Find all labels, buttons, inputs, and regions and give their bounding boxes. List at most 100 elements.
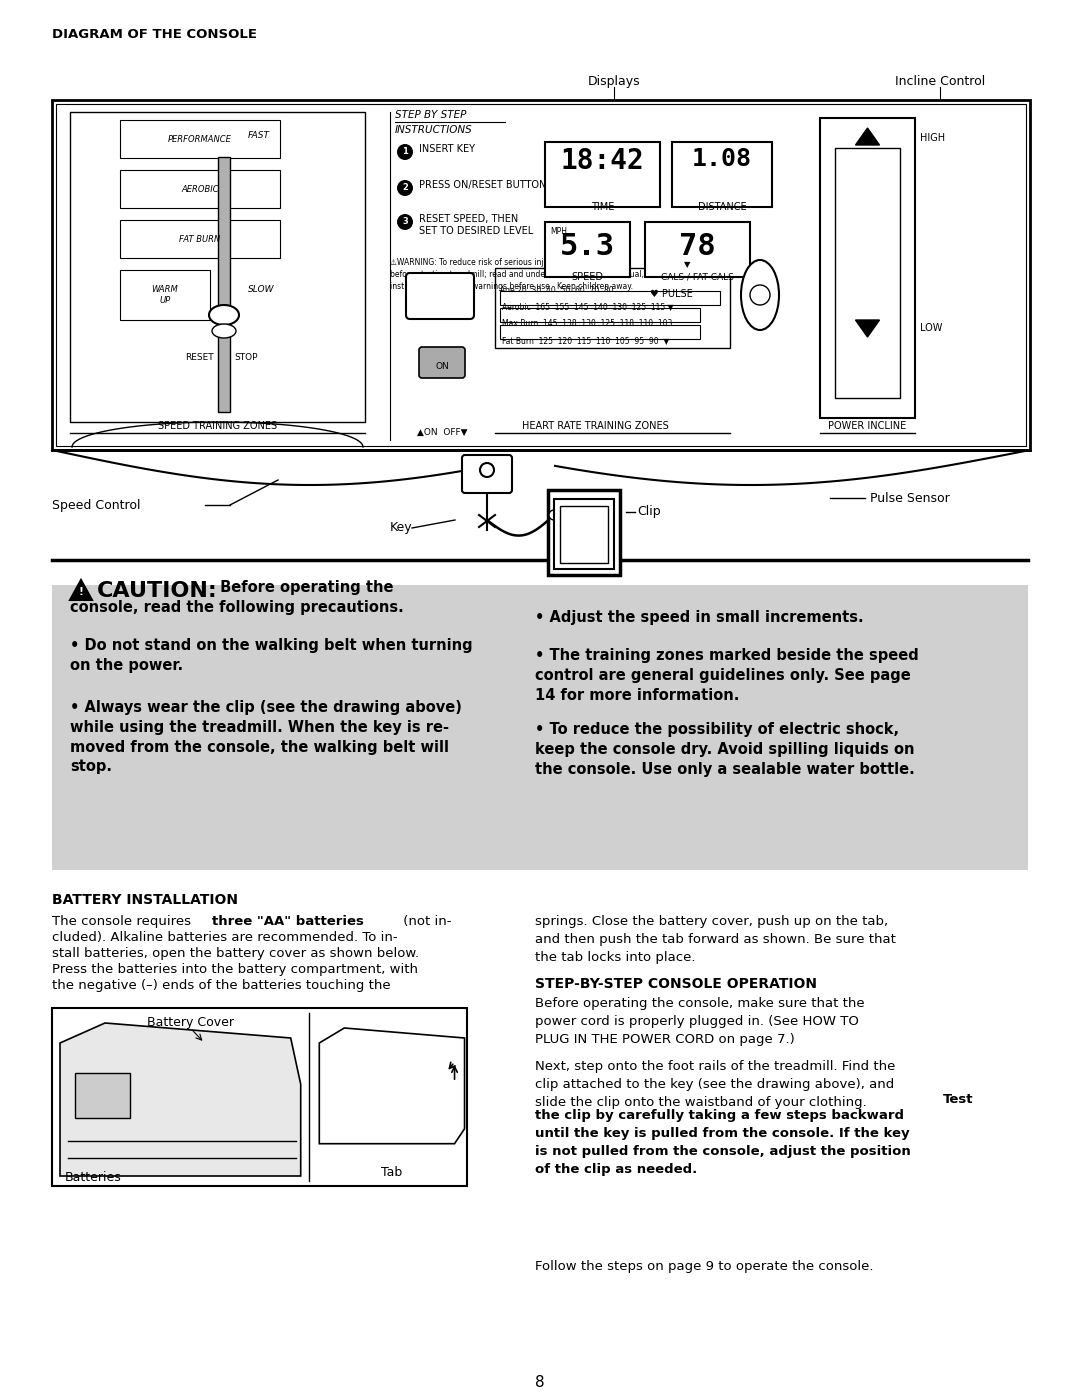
Text: Incline Control: Incline Control xyxy=(895,75,985,88)
Text: ⚠WARNING: To reduce risk of serious injury, stand on foot rails: ⚠WARNING: To reduce risk of serious inju… xyxy=(390,258,631,267)
Text: before starting treadmill; read and understand the user’s manual, all: before starting treadmill; read and unde… xyxy=(390,270,656,279)
Text: stall batteries, open the battery cover as shown below.: stall batteries, open the battery cover … xyxy=(52,947,419,960)
Bar xyxy=(545,222,630,277)
Text: Batteries: Batteries xyxy=(65,1171,122,1185)
Bar xyxy=(70,112,365,422)
Text: • Do not stand on the walking belt when turning
on the power.: • Do not stand on the walking belt when … xyxy=(70,638,473,673)
Bar xyxy=(500,307,700,321)
Bar xyxy=(561,506,608,563)
Text: 78: 78 xyxy=(679,232,716,261)
Text: SPEED TRAINING ZONES: SPEED TRAINING ZONES xyxy=(158,420,278,432)
Bar xyxy=(52,1009,467,1186)
Text: Max Burn  145  138  130  125  118  110  103: Max Burn 145 138 130 125 118 110 103 xyxy=(502,319,673,328)
Bar xyxy=(548,490,620,576)
Text: • The training zones marked beside the speed
control are general guidelines only: • The training zones marked beside the s… xyxy=(535,648,919,703)
Bar xyxy=(820,117,915,418)
Text: Next, step onto the foot rails of the treadmill. Find the
clip attached to the k: Next, step onto the foot rails of the tr… xyxy=(535,1060,895,1109)
Bar xyxy=(554,499,615,569)
Text: Press the batteries into the battery compartment, with: Press the batteries into the battery com… xyxy=(52,963,418,977)
Bar xyxy=(52,585,1028,870)
Text: DIAGRAM OF THE CONSOLE: DIAGRAM OF THE CONSOLE xyxy=(52,28,257,41)
Text: !: ! xyxy=(79,587,83,597)
Text: AEROBIC: AEROBIC xyxy=(181,184,219,194)
Text: ON: ON xyxy=(435,362,449,372)
Text: (not in-: (not in- xyxy=(399,915,451,928)
Polygon shape xyxy=(70,580,92,599)
Bar xyxy=(120,120,280,158)
Text: SPEED: SPEED xyxy=(571,272,604,282)
Bar xyxy=(75,1073,130,1118)
Bar xyxy=(495,268,730,348)
Text: Before operating the console, make sure that the
power cord is properly plugged : Before operating the console, make sure … xyxy=(535,997,865,1046)
Text: console, read the following precautions.: console, read the following precautions. xyxy=(70,599,404,615)
Text: POWER INCLINE: POWER INCLINE xyxy=(828,420,906,432)
FancyBboxPatch shape xyxy=(406,272,474,319)
Bar xyxy=(218,156,230,412)
Bar xyxy=(500,291,720,305)
FancyBboxPatch shape xyxy=(419,346,465,379)
Text: STOP: STOP xyxy=(234,353,257,362)
Text: • To reduce the possibility of electric shock,
keep the console dry. Avoid spill: • To reduce the possibility of electric … xyxy=(535,722,915,777)
FancyBboxPatch shape xyxy=(462,455,512,493)
Text: FAT BURN: FAT BURN xyxy=(179,235,220,243)
Text: Tab: Tab xyxy=(381,1166,403,1179)
Text: 2: 2 xyxy=(402,183,408,193)
Text: ♥ PULSE: ♥ PULSE xyxy=(650,289,692,299)
Text: the negative (–) ends of the batteries touching the: the negative (–) ends of the batteries t… xyxy=(52,979,391,992)
Ellipse shape xyxy=(212,324,237,338)
Text: Before operating the: Before operating the xyxy=(215,580,393,595)
Text: DISTANCE: DISTANCE xyxy=(698,203,746,212)
Text: STEP-BY-STEP CONSOLE OPERATION: STEP-BY-STEP CONSOLE OPERATION xyxy=(535,977,816,990)
Circle shape xyxy=(549,510,559,520)
Text: • Always wear the clip (see the drawing above)
while using the treadmill. When t: • Always wear the clip (see the drawing … xyxy=(70,700,462,774)
Ellipse shape xyxy=(741,260,779,330)
Bar xyxy=(120,170,280,208)
Polygon shape xyxy=(320,1028,464,1144)
Text: 3: 3 xyxy=(402,218,408,226)
Text: • Adjust the speed in small increments.: • Adjust the speed in small increments. xyxy=(535,610,864,624)
Text: Pulse Sensor: Pulse Sensor xyxy=(870,492,949,504)
Text: 5.3: 5.3 xyxy=(559,232,616,261)
Polygon shape xyxy=(855,129,879,145)
Text: STEP BY STEP: STEP BY STEP xyxy=(395,110,467,120)
Text: TIME: TIME xyxy=(591,203,615,212)
Ellipse shape xyxy=(210,305,239,326)
Text: WARM
UP: WARM UP xyxy=(151,285,178,305)
Bar xyxy=(120,219,280,258)
Text: Speed Control: Speed Control xyxy=(52,499,140,511)
Text: Test: Test xyxy=(943,1092,973,1106)
Text: instructions, and the warnings before use.  Keep children away.: instructions, and the warnings before us… xyxy=(390,282,633,291)
Text: Displays: Displays xyxy=(588,75,640,88)
Text: ▲ON  OFF▼: ▲ON OFF▼ xyxy=(417,427,468,437)
Circle shape xyxy=(397,180,413,196)
Text: 18:42: 18:42 xyxy=(561,147,645,175)
Polygon shape xyxy=(855,320,879,337)
Circle shape xyxy=(480,462,494,476)
Text: Battery Cover: Battery Cover xyxy=(147,1016,234,1030)
Text: INSERT KEY: INSERT KEY xyxy=(419,144,475,154)
Polygon shape xyxy=(60,1023,300,1176)
Text: Clip: Clip xyxy=(637,506,661,518)
Text: LOW: LOW xyxy=(920,323,943,332)
Circle shape xyxy=(750,285,770,305)
Text: PERFORMANCE: PERFORMANCE xyxy=(168,134,232,144)
Text: 8: 8 xyxy=(536,1375,544,1390)
Text: MPH: MPH xyxy=(550,226,567,236)
Text: 1.08: 1.08 xyxy=(692,147,752,170)
Text: ▼: ▼ xyxy=(685,260,691,270)
Circle shape xyxy=(397,144,413,161)
Text: SLOW: SLOW xyxy=(248,285,274,295)
Text: The console requires: The console requires xyxy=(52,915,195,928)
Bar xyxy=(672,142,772,207)
Text: CALS / FAT CALS: CALS / FAT CALS xyxy=(661,272,734,281)
Text: springs. Close the battery cover, push up on the tab,
and then push the tab forw: springs. Close the battery cover, push u… xyxy=(535,915,896,964)
Text: Follow the steps on page 9 to operate the console.: Follow the steps on page 9 to operate th… xyxy=(535,1260,874,1273)
Bar xyxy=(120,270,210,320)
Text: CAUTION:: CAUTION: xyxy=(97,581,218,601)
Text: HEART RATE TRAINING ZONES: HEART RATE TRAINING ZONES xyxy=(522,420,669,432)
Text: Aerobic  165  155  145  140  130  125  115 ▼: Aerobic 165 155 145 140 130 125 115 ▼ xyxy=(502,302,674,312)
Text: ON / RESET: ON / RESET xyxy=(415,295,465,305)
Text: 1: 1 xyxy=(402,148,408,156)
Bar xyxy=(52,101,1030,450)
Bar xyxy=(545,142,660,207)
